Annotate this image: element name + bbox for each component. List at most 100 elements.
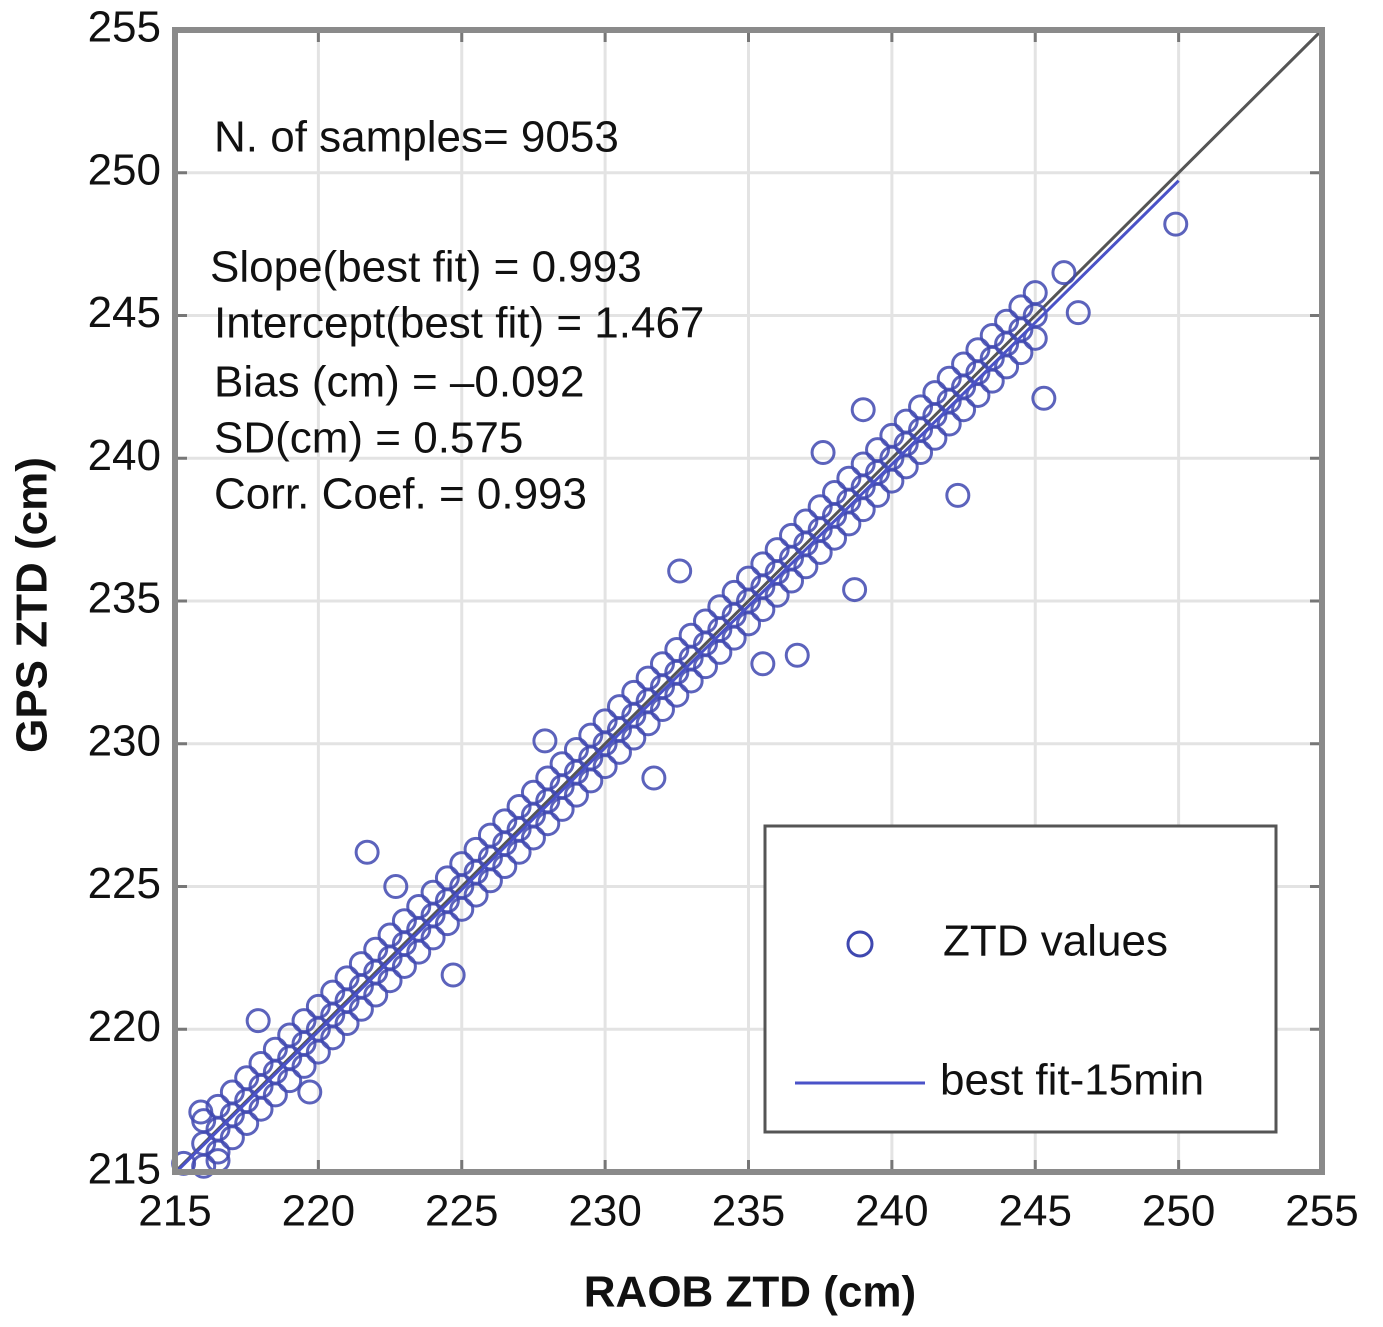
annotation: SD(cm) = 0.575 bbox=[214, 414, 523, 463]
annotation: Corr. Coef. = 0.993 bbox=[214, 470, 587, 519]
point bbox=[234, 1065, 260, 1091]
point bbox=[621, 679, 647, 705]
point bbox=[320, 979, 346, 1005]
x-tick-label: 255 bbox=[1285, 1187, 1358, 1236]
point bbox=[245, 1008, 271, 1034]
legend-label: best fit-15min bbox=[940, 1056, 1204, 1105]
point bbox=[578, 722, 604, 748]
point bbox=[532, 728, 558, 754]
point bbox=[434, 865, 460, 891]
point bbox=[592, 708, 618, 734]
point bbox=[406, 893, 432, 919]
y-tick-label: 235 bbox=[88, 574, 161, 623]
legend-box bbox=[763, 824, 1278, 1134]
point bbox=[1008, 294, 1034, 320]
point bbox=[291, 1008, 317, 1034]
point bbox=[908, 394, 934, 420]
legend-marker bbox=[846, 930, 874, 958]
point bbox=[893, 408, 919, 434]
point bbox=[535, 765, 561, 791]
point bbox=[850, 451, 876, 477]
point bbox=[506, 794, 532, 820]
legend-label: ZTD values bbox=[943, 917, 1168, 966]
annotation: Slope(best fit) = 0.993 bbox=[210, 243, 642, 292]
scatter-points bbox=[171, 211, 1189, 1179]
point bbox=[440, 962, 466, 988]
point bbox=[649, 651, 675, 677]
point bbox=[391, 908, 417, 934]
y-tick-label: 220 bbox=[88, 1002, 161, 1051]
point bbox=[1065, 300, 1091, 326]
point bbox=[667, 558, 693, 584]
point bbox=[606, 694, 632, 720]
point bbox=[707, 594, 733, 620]
point bbox=[1163, 211, 1189, 237]
x-tick-label: 235 bbox=[712, 1187, 785, 1236]
point bbox=[951, 351, 977, 377]
point bbox=[736, 565, 761, 591]
point bbox=[979, 322, 1005, 348]
point bbox=[842, 577, 868, 603]
x-tick-label: 240 bbox=[855, 1187, 928, 1236]
point bbox=[563, 736, 589, 762]
point bbox=[784, 642, 810, 668]
y-tick-label: 240 bbox=[88, 431, 161, 480]
x-tick-label: 250 bbox=[1142, 1187, 1215, 1236]
point bbox=[334, 965, 360, 991]
point bbox=[477, 822, 503, 848]
point bbox=[678, 622, 704, 648]
point bbox=[807, 494, 833, 520]
point bbox=[449, 851, 475, 877]
point bbox=[793, 508, 819, 534]
x-tick-label: 215 bbox=[138, 1187, 211, 1236]
point bbox=[836, 465, 862, 491]
x-axis-label: RAOB ZTD (cm) bbox=[584, 1268, 916, 1317]
point bbox=[965, 337, 991, 363]
y-tick-label: 250 bbox=[88, 145, 161, 194]
x-tick-label: 230 bbox=[568, 1187, 641, 1236]
point bbox=[205, 1093, 231, 1119]
point bbox=[764, 537, 790, 563]
point bbox=[305, 993, 331, 1019]
point bbox=[248, 1051, 274, 1077]
point bbox=[277, 1022, 303, 1048]
point bbox=[492, 808, 518, 834]
point bbox=[1031, 385, 1057, 411]
fit-line bbox=[173, 179, 1180, 1175]
point bbox=[810, 440, 836, 466]
point bbox=[750, 551, 776, 577]
point bbox=[262, 1036, 288, 1062]
point bbox=[363, 936, 389, 962]
y-tick-label: 245 bbox=[88, 288, 161, 337]
y-tick-label: 230 bbox=[88, 716, 161, 765]
point bbox=[692, 608, 718, 634]
y-tick-label: 255 bbox=[88, 3, 161, 52]
point bbox=[520, 779, 546, 805]
point bbox=[721, 579, 747, 605]
point bbox=[750, 651, 776, 677]
point bbox=[188, 1099, 214, 1125]
point bbox=[994, 308, 1020, 334]
point bbox=[383, 874, 409, 899]
point bbox=[219, 1079, 245, 1105]
point bbox=[635, 665, 661, 691]
point bbox=[922, 380, 948, 406]
point bbox=[420, 879, 446, 905]
x-tick-label: 225 bbox=[425, 1187, 498, 1236]
axes-frame bbox=[172, 27, 1325, 1175]
x-tick-label: 245 bbox=[999, 1187, 1072, 1236]
point bbox=[549, 751, 575, 777]
point bbox=[850, 397, 876, 423]
point bbox=[641, 765, 667, 791]
point bbox=[865, 437, 891, 463]
annotation: Bias (cm) = –0.092 bbox=[214, 358, 585, 407]
annotation: N. of samples= 9053 bbox=[214, 113, 619, 162]
point bbox=[822, 480, 848, 506]
point bbox=[297, 1079, 323, 1105]
y-tick-label: 225 bbox=[88, 859, 161, 908]
annotation: Intercept(best fit) = 1.467 bbox=[214, 299, 704, 348]
y-tick-label: 215 bbox=[88, 1145, 161, 1194]
point bbox=[945, 482, 971, 508]
point bbox=[664, 637, 690, 663]
